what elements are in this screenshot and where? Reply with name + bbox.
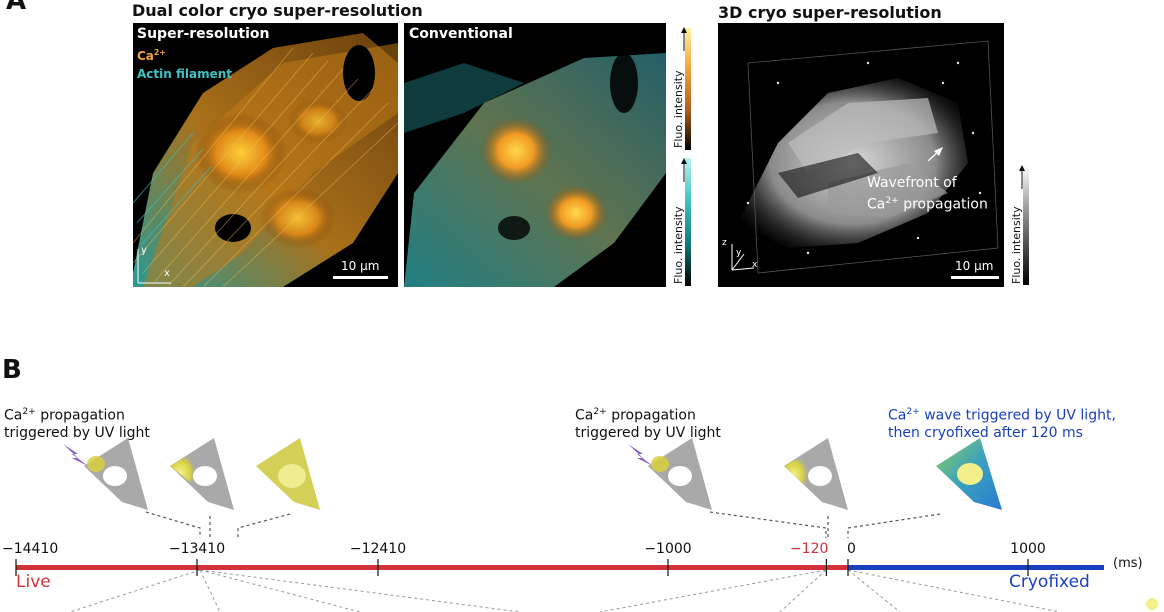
annot-mid-sup: 2+ [593,407,607,417]
wavefront-line1: Wavefront of [867,175,957,191]
threed-render [738,40,999,274]
annot-mid: Ca2+ propagation triggered by UV light [575,404,721,442]
super-resolution-render [133,33,398,287]
timeline-live-bar [16,565,848,570]
corner-glow-icon [1146,598,1158,610]
cyan-cbar-label: Fluo. intensity [672,206,685,284]
annot-left-line1: Ca2+ propagation [4,404,150,425]
timeline-tick-label: −120 [789,541,829,557]
threed-title: 3D cryo super-resolution [718,3,942,22]
scale-bar-left [333,276,388,279]
annot-right: Ca2+ wave triggered by UV light, then cr… [888,404,1116,442]
cryofixed-label: Cryofixed [1009,572,1090,592]
cell-cartoon-5 [784,438,848,510]
timeline-tick-label: 1000 [1010,541,1046,557]
threed-image [718,23,1004,287]
orange-cbar-arrow-icon [681,27,687,51]
annot-mid-line1-rest: propagation [606,407,696,424]
annot-left-sup: 2+ [22,407,36,417]
axis-y-3d-label: y [736,248,742,258]
annot-left-ca: Ca [4,407,23,424]
timeline-tick-label: −13410 [168,541,226,557]
annot-left-line2: triggered by UV light [4,424,150,441]
conventional-label: Conventional [409,26,513,42]
annot-right-line1-rest: wave triggered by UV light, [919,407,1116,424]
axis-x-label: x [164,268,170,279]
lightning-icon-2 [628,444,653,466]
cell-cartoon-3 [256,438,320,510]
wavefront-annotation: Wavefront of Ca2+ propagation [867,174,988,214]
annot-right-sup: 2+ [906,407,920,417]
timeline-tick-label: −14410 [2,541,59,557]
gray-colorbar [1023,165,1029,285]
timeline-graphic [15,438,1104,612]
axis-x-3d-label: x [752,260,758,270]
gray-cbar-arrow-icon [1019,165,1025,189]
annot-mid-ca: Ca [575,407,594,424]
cell-cartoon-cryofixed [936,438,1002,510]
axis-z-label: z [722,238,727,248]
legend-actin: Actin filament [137,67,232,81]
super-resolution-label: Super-resolution [137,26,270,42]
connector-lines-bottom [69,569,1061,612]
cell-cartoon-4 [648,438,712,510]
wavefront-ca: Ca [867,196,886,213]
xyz-axis-icon [731,244,755,271]
super-resolution-image [133,23,398,287]
cell-cartoon-2 [170,438,234,510]
scale-text-3d: 10 μm [955,259,994,273]
cyan-colorbar [685,158,691,286]
wavefront-line2: Ca2+ propagation [867,192,988,214]
annot-right-line2: then cryofixed after 120 ms [888,424,1083,441]
annot-right-ca: Ca [888,407,907,424]
axis-y-label: y [141,245,147,256]
legend-ca-sup: 2+ [153,48,166,57]
panel-a-letter: A [6,0,27,16]
scale-bar-3d [951,276,999,279]
lightning-icon-1 [63,444,88,466]
scale-text-left: 10 μm [341,259,380,273]
gray-cbar-label: Fluo. intensity [1010,206,1023,284]
wavefront-ca-sup: 2+ [885,196,899,206]
conventional-render [404,53,666,287]
cyan-cbar-arrow-icon [681,158,687,182]
live-label: Live [16,572,51,592]
annot-right-line1: Ca2+ wave triggered by UV light, [888,404,1116,425]
orange-cbar-label: Fluo. intensity [672,70,685,148]
annot-left: Ca2+ propagation triggered by UV light [4,404,150,442]
timeline-unit: (ms) [1113,556,1143,571]
wavefront-line2-rest: propagation [898,196,988,213]
timeline-cryo-bar [848,565,1104,570]
timeline-tick-label: 0 [847,541,856,557]
panel-b-letter: B [2,355,22,385]
orange-colorbar [685,28,691,150]
connector-lines-top [145,511,941,538]
annot-left-line1-rest: propagation [35,407,125,424]
timeline-tick-label: −1000 [644,541,692,557]
timeline-ticks [15,559,1029,576]
annot-mid-line2: triggered by UV light [575,424,721,441]
legend-ca: Ca2+ [137,48,166,63]
xy-axis-icon [137,249,171,284]
dual-color-title: Dual color cryo super-resolution [132,1,423,20]
cell-cartoon-1 [84,438,148,510]
legend-ca-text: Ca [137,49,154,63]
timeline-tick-label: −12410 [349,541,407,557]
conventional-image [404,23,666,287]
annot-mid-line1: Ca2+ propagation [575,404,721,425]
